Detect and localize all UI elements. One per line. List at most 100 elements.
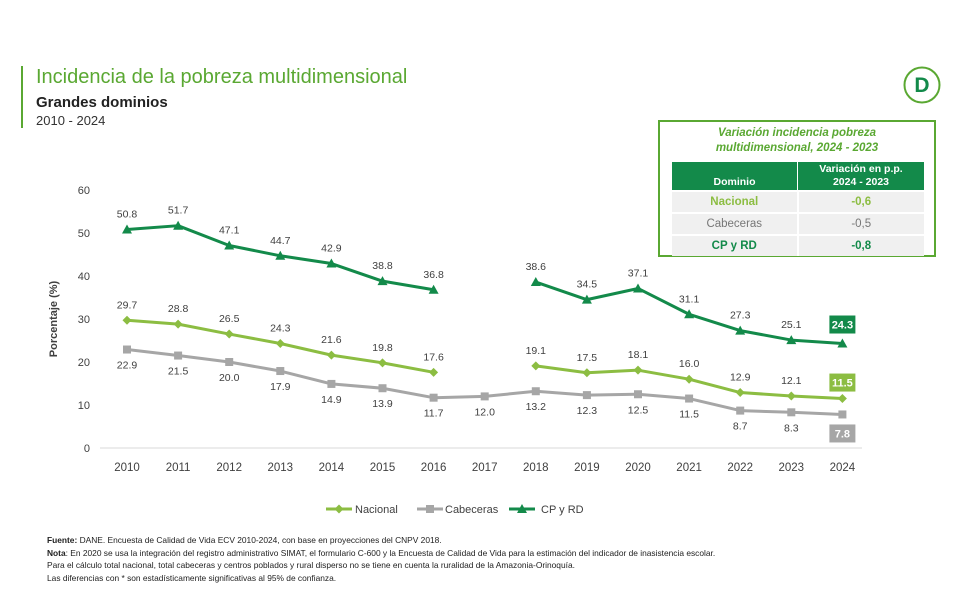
data-point-cabeceras [582,391,591,400]
data-label-nacional: 21.6 [321,334,342,346]
footnote-note-text: : En 2020 se usa la integración del regi… [65,547,716,558]
data-point-nacional [275,339,285,349]
data-point-cp-y-rd [122,224,132,234]
data-point-nacional [224,329,234,339]
data-point-cabeceras [736,406,745,415]
x-tick-label: 2024 [830,462,856,474]
row-domain-cabeceras: Cabeceras [672,212,799,235]
data-label-cp-y-rd: 34.5 [577,279,598,291]
variation-box-title: Variación incidencia pobreza multidimens… [660,126,934,156]
y-tick-label: 0 [84,443,90,455]
data-point-nacional [786,391,796,401]
last-value-box-nacional [829,373,856,392]
row-change-nacional: -0,6 [797,190,924,213]
data-point-cp-y-rd [735,325,746,335]
data-point-cabeceras [426,505,434,513]
logo-letter: D [914,74,929,97]
data-label-nacional: 29.7 [117,299,138,311]
x-tick-label: 2018 [523,462,549,474]
data-label-cabeceras: 13.9 [372,398,393,410]
y-tick-label: 40 [78,271,90,283]
x-tick-label: 2019 [574,462,600,474]
data-label-cabeceras: 11.7 [424,408,444,420]
data-point-cabeceras [480,392,489,401]
variation-box: Variación incidencia pobreza multidimens… [658,120,936,257]
data-point-cabeceras [685,394,694,403]
data-label-cp-y-rd: 38.8 [372,260,393,272]
data-label-cp-y-rd: 47.1 [219,224,240,236]
footnote-source-text: DANE. Encuesta de Calidad de Vida ECV 20… [77,535,442,545]
data-point-cp-y-rd [581,294,592,304]
x-tick-label: 2010 [114,462,140,474]
data-point-cp-y-rd [428,284,439,294]
row-domain-cpyrd: CP y RD [672,234,799,256]
y-tick-label: 30 [78,314,90,326]
data-label-nacional: 16.0 [679,358,700,370]
y-tick-label: 10 [78,400,90,412]
data-point-cabeceras [429,393,438,402]
x-tick-label: 2023 [779,462,805,474]
x-tick-label: 2015 [370,462,396,474]
footnote: Fuente: DANE. Encuesta de Calidad de Vid… [47,534,947,584]
y-tick-label: 50 [78,228,90,240]
x-tick-label: 2011 [166,462,191,474]
data-label-cabeceras: 7.8 [835,428,850,440]
data-label-nacional: 19.8 [372,342,393,354]
dane-logo-icon: D [903,66,941,104]
data-label-cabeceras: 8.3 [784,422,799,434]
data-point-nacional [429,367,439,377]
data-label-nacional: 24.3 [270,323,291,335]
series-cabeceras: 22.9 21.5 20.0 17.9 14.9 13.9 11.7 12.0 13.2 12.3… [117,345,856,443]
table-row: Nacional -0,6 [672,190,924,213]
data-label-cp-y-rd: 36.8 [423,269,444,281]
chart-period: 2010 - 2024 [36,113,106,128]
data-point-nacional [122,315,132,325]
data-point-cp-y-rd [684,309,695,319]
data-label-nacional: 12.9 [730,372,751,384]
data-label-cabeceras: 13.2 [526,401,547,413]
series-nacional: 29.7 28.8 26.5 24.3 21.6 19.8 17.6 19.1 17.5 18.1… [117,299,856,404]
data-label-cabeceras: 17.9 [270,381,291,393]
variation-table: Dominio Variación en p.p. 2024 - 2023 Na… [672,162,924,256]
x-tick-label: 2021 [676,462,702,474]
footnote-note: Nota: En 2020 se usa la integración del … [47,547,947,560]
col-header-change: Variación en p.p. 2024 - 2023 [797,162,924,191]
col-header-change-line1: Variación en p.p. [819,163,903,175]
data-label-cabeceras: 22.9 [117,360,138,372]
variation-title-line1: Variación incidencia pobreza [717,127,877,139]
data-label-cabeceras: 12.3 [577,405,598,417]
data-point-cabeceras [838,410,847,419]
data-label-nacional: 18.1 [628,349,649,361]
data-point-cabeceras [378,384,387,393]
data-label-nacional: 19.1 [526,345,547,357]
y-tick-label: 20 [78,357,90,369]
chart-subtitle: Grandes dominios [36,94,168,111]
data-label-nacional: 17.6 [423,351,444,363]
data-label-nacional: 28.8 [168,303,189,315]
series-cp-y-rd: 50.8 51.7 47.1 44.7 42.9 38.8 36.8 38.6 34.5 37.1… [117,205,856,348]
data-label-cp-y-rd: 38.6 [526,261,547,273]
legend-item-nacional: Nacional [326,504,398,516]
chart-title: Incidencia de la pobreza multidimensiona… [36,66,408,88]
table-row: Cabeceras -0,5 [672,212,924,235]
data-point-cp-y-rd [275,250,286,260]
data-point-cp-y-rd [530,277,541,287]
row-change-cabeceras: -0,5 [797,212,924,235]
data-label-nacional: 26.5 [219,313,240,325]
col-header-change-line2: 2024 - 2023 [832,176,890,188]
y-tick-label: 60 [78,185,90,197]
data-point-nacional [326,350,336,360]
data-label-nacional: 17.5 [577,352,598,364]
y-axis-label: Porcentaje (%) [48,280,60,357]
legend-label-cabeceras: Cabeceras [445,504,499,516]
data-point-nacional [633,365,643,375]
data-point-cabeceras [174,351,183,360]
data-label-cabeceras: 8.7 [733,421,748,433]
x-tick-label: 2012 [216,462,242,474]
data-label-cabeceras: 20.0 [219,372,240,384]
x-tick-label: 2014 [319,462,345,474]
data-label-cp-y-rd: 44.7 [270,235,291,247]
data-point-cp-y-rd [224,240,235,250]
data-label-cp-y-rd: 24.3 [832,320,853,332]
data-point-cabeceras [123,345,131,354]
